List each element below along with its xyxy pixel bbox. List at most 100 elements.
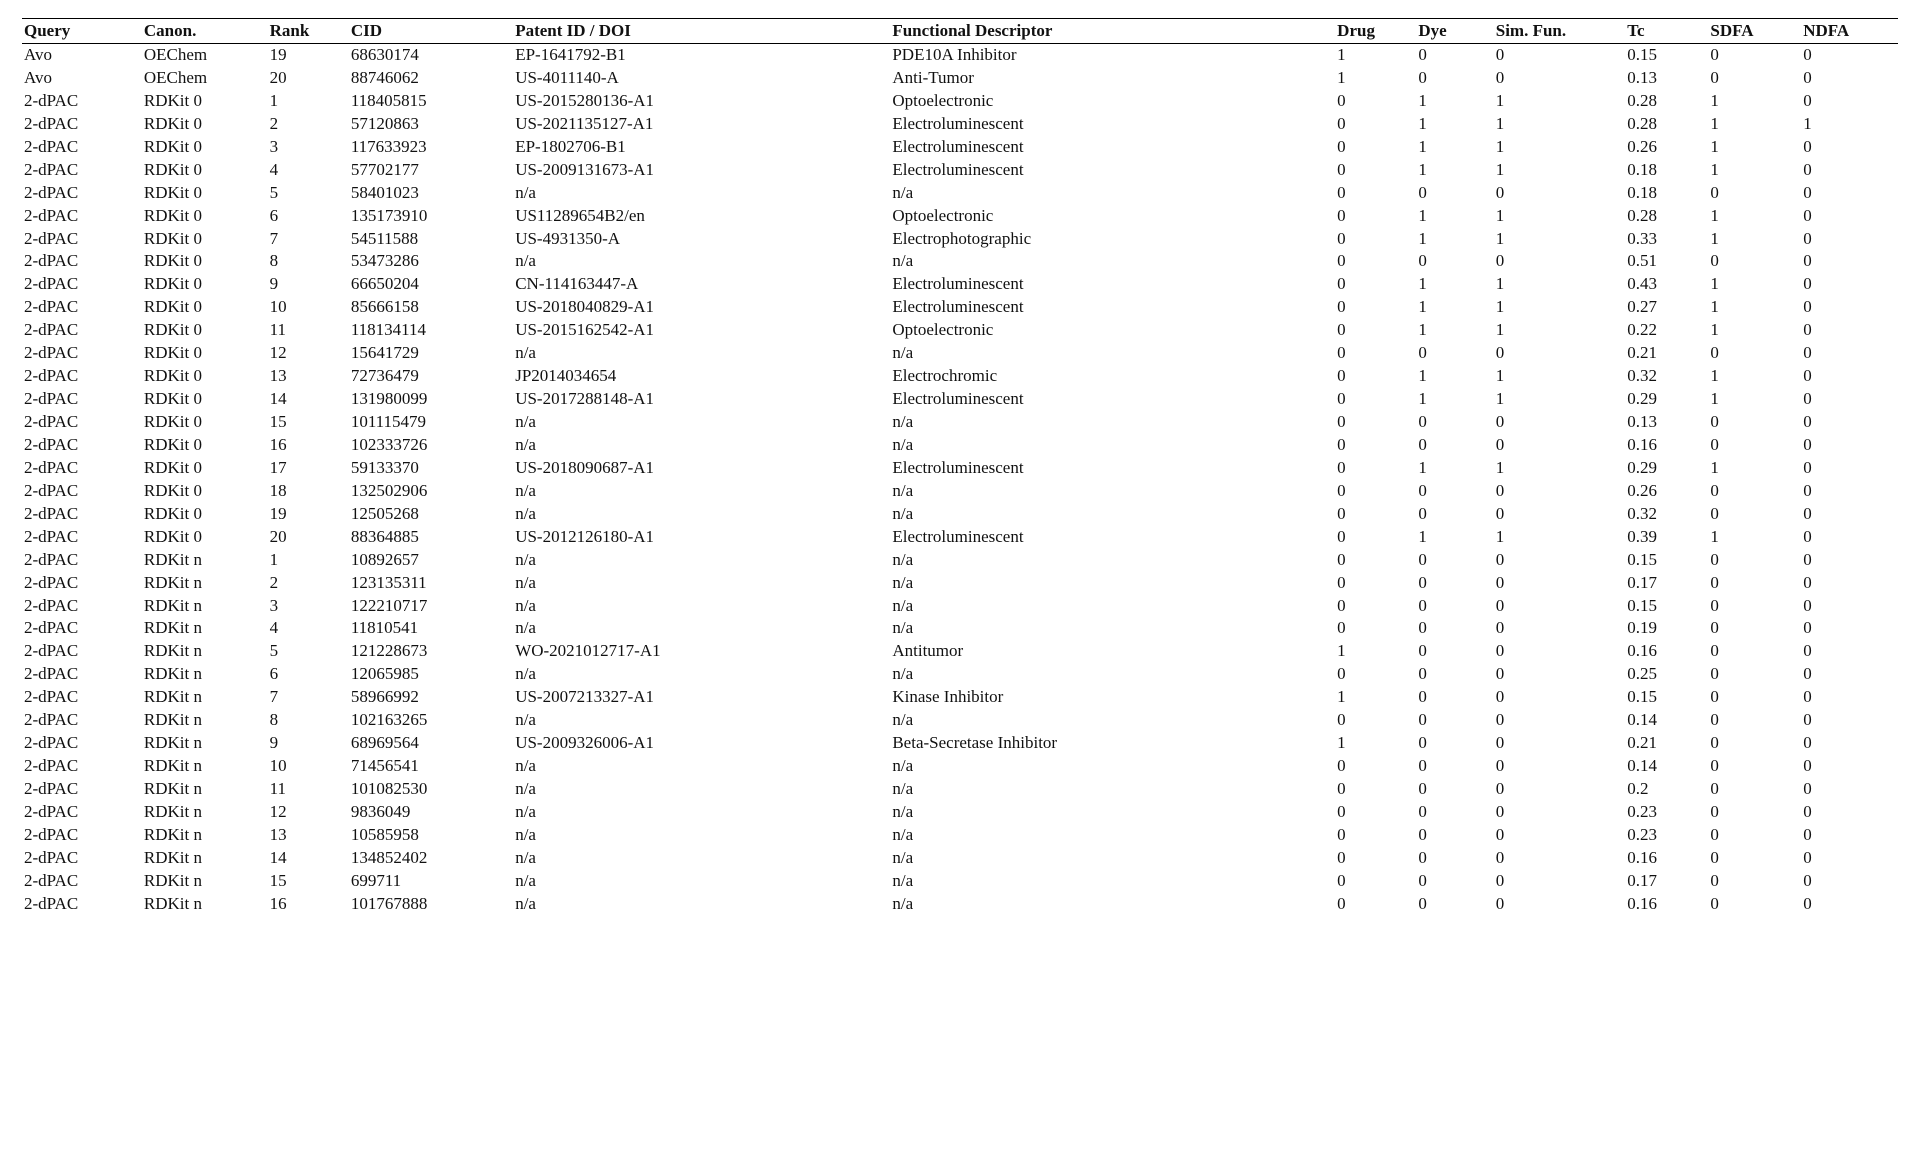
cell-canon: RDKit 0 — [142, 273, 268, 296]
table-row: 2-dPACRDKit 01912505268n/an/a0000.3200 — [22, 503, 1898, 526]
cell-canon: RDKit n — [142, 709, 268, 732]
cell-query: 2-dPAC — [22, 503, 142, 526]
col-header-sdfa: SDFA — [1708, 19, 1801, 44]
cell-rank: 7 — [268, 228, 349, 251]
cell-sdfa: 1 — [1708, 113, 1801, 136]
cell-tc: 0.51 — [1625, 250, 1708, 273]
cell-tc: 0.26 — [1625, 136, 1708, 159]
cell-cid: 102163265 — [349, 709, 513, 732]
table-row: 2-dPACRDKit n3122210717n/an/a0000.1500 — [22, 595, 1898, 618]
cell-canon: RDKit n — [142, 663, 268, 686]
cell-tc: 0.14 — [1625, 709, 1708, 732]
cell-cid: 134852402 — [349, 847, 513, 870]
cell-patent: n/a — [513, 709, 890, 732]
cell-drug: 0 — [1335, 457, 1416, 480]
cell-dye: 0 — [1416, 182, 1493, 205]
cell-query: 2-dPAC — [22, 893, 142, 916]
cell-tc: 0.25 — [1625, 663, 1708, 686]
table-row: 2-dPACRDKit n612065985n/an/a0000.2500 — [22, 663, 1898, 686]
cell-drug: 0 — [1335, 388, 1416, 411]
cell-drug: 0 — [1335, 847, 1416, 870]
cell-sdfa: 0 — [1708, 801, 1801, 824]
cell-dye: 0 — [1416, 434, 1493, 457]
cell-cid: 135173910 — [349, 205, 513, 228]
cell-rank: 6 — [268, 205, 349, 228]
cell-drug: 1 — [1335, 44, 1416, 67]
cell-sdfa: 0 — [1708, 732, 1801, 755]
col-header-cid: CID — [349, 19, 513, 44]
cell-cid: 85666158 — [349, 296, 513, 319]
cell-sdfa: 0 — [1708, 411, 1801, 434]
cell-desc: Electroluminescent — [890, 159, 1335, 182]
cell-query: 2-dPAC — [22, 640, 142, 663]
cell-sim: 0 — [1494, 663, 1626, 686]
cell-rank: 10 — [268, 755, 349, 778]
cell-desc: Beta-Secretase Inhibitor — [890, 732, 1335, 755]
cell-canon: RDKit n — [142, 549, 268, 572]
cell-tc: 0.21 — [1625, 342, 1708, 365]
cell-drug: 0 — [1335, 205, 1416, 228]
table-row: 2-dPACRDKit n2123135311n/an/a0000.1700 — [22, 572, 1898, 595]
cell-drug: 0 — [1335, 365, 1416, 388]
cell-query: 2-dPAC — [22, 663, 142, 686]
cell-cid: 699711 — [349, 870, 513, 893]
cell-sim: 0 — [1494, 67, 1626, 90]
cell-dye: 1 — [1416, 228, 1493, 251]
cell-cid: 101082530 — [349, 778, 513, 801]
cell-sim: 0 — [1494, 709, 1626, 732]
cell-dye: 1 — [1416, 388, 1493, 411]
cell-rank: 7 — [268, 686, 349, 709]
cell-tc: 0.13 — [1625, 411, 1708, 434]
table-row: 2-dPACRDKit n411810541n/an/a0000.1900 — [22, 617, 1898, 640]
cell-canon: RDKit n — [142, 595, 268, 618]
cell-query: 2-dPAC — [22, 732, 142, 755]
cell-sdfa: 0 — [1708, 893, 1801, 916]
cell-cid: 102333726 — [349, 434, 513, 457]
cell-sdfa: 0 — [1708, 870, 1801, 893]
cell-sim: 1 — [1494, 136, 1626, 159]
cell-tc: 0.29 — [1625, 457, 1708, 480]
col-header-drug: Drug — [1335, 19, 1416, 44]
cell-patent: US-2009131673-A1 — [513, 159, 890, 182]
table-row: 2-dPACRDKit 0966650204CN-114163447-AElec… — [22, 273, 1898, 296]
cell-ndfa: 0 — [1801, 709, 1898, 732]
cell-rank: 15 — [268, 870, 349, 893]
cell-canon: OEChem — [142, 67, 268, 90]
cell-query: 2-dPAC — [22, 113, 142, 136]
cell-desc: n/a — [890, 595, 1335, 618]
cell-dye: 1 — [1416, 113, 1493, 136]
cell-rank: 16 — [268, 434, 349, 457]
table-row: 2-dPACRDKit 01118405815US-2015280136-A1O… — [22, 90, 1898, 113]
cell-ndfa: 0 — [1801, 778, 1898, 801]
cell-cid: 12505268 — [349, 503, 513, 526]
cell-dye: 0 — [1416, 342, 1493, 365]
cell-query: 2-dPAC — [22, 778, 142, 801]
table-row: 2-dPACRDKit 01372736479JP2014034654Elect… — [22, 365, 1898, 388]
table-row: 2-dPACRDKit n11101082530n/an/a0000.200 — [22, 778, 1898, 801]
data-table: Query Canon. Rank CID Patent ID / DOI Fu… — [22, 18, 1898, 916]
cell-query: Avo — [22, 67, 142, 90]
cell-tc: 0.28 — [1625, 205, 1708, 228]
cell-canon: RDKit 0 — [142, 411, 268, 434]
cell-ndfa: 0 — [1801, 893, 1898, 916]
cell-desc: n/a — [890, 434, 1335, 457]
cell-canon: RDKit n — [142, 870, 268, 893]
cell-patent: US-2021135127-A1 — [513, 113, 890, 136]
cell-ndfa: 0 — [1801, 480, 1898, 503]
cell-drug: 0 — [1335, 411, 1416, 434]
table-row: 2-dPACRDKit 018132502906n/an/a0000.2600 — [22, 480, 1898, 503]
cell-desc: n/a — [890, 755, 1335, 778]
cell-patent: US-2015162542-A1 — [513, 319, 890, 342]
cell-tc: 0.21 — [1625, 732, 1708, 755]
cell-sdfa: 0 — [1708, 640, 1801, 663]
cell-canon: RDKit 0 — [142, 250, 268, 273]
cell-sim: 0 — [1494, 617, 1626, 640]
table-body: AvoOEChem1968630174EP-1641792-B1PDE10A I… — [22, 44, 1898, 916]
cell-query: 2-dPAC — [22, 526, 142, 549]
cell-patent: n/a — [513, 801, 890, 824]
cell-ndfa: 0 — [1801, 296, 1898, 319]
cell-sim: 1 — [1494, 388, 1626, 411]
cell-dye: 0 — [1416, 663, 1493, 686]
cell-dye: 0 — [1416, 67, 1493, 90]
cell-sdfa: 1 — [1708, 457, 1801, 480]
